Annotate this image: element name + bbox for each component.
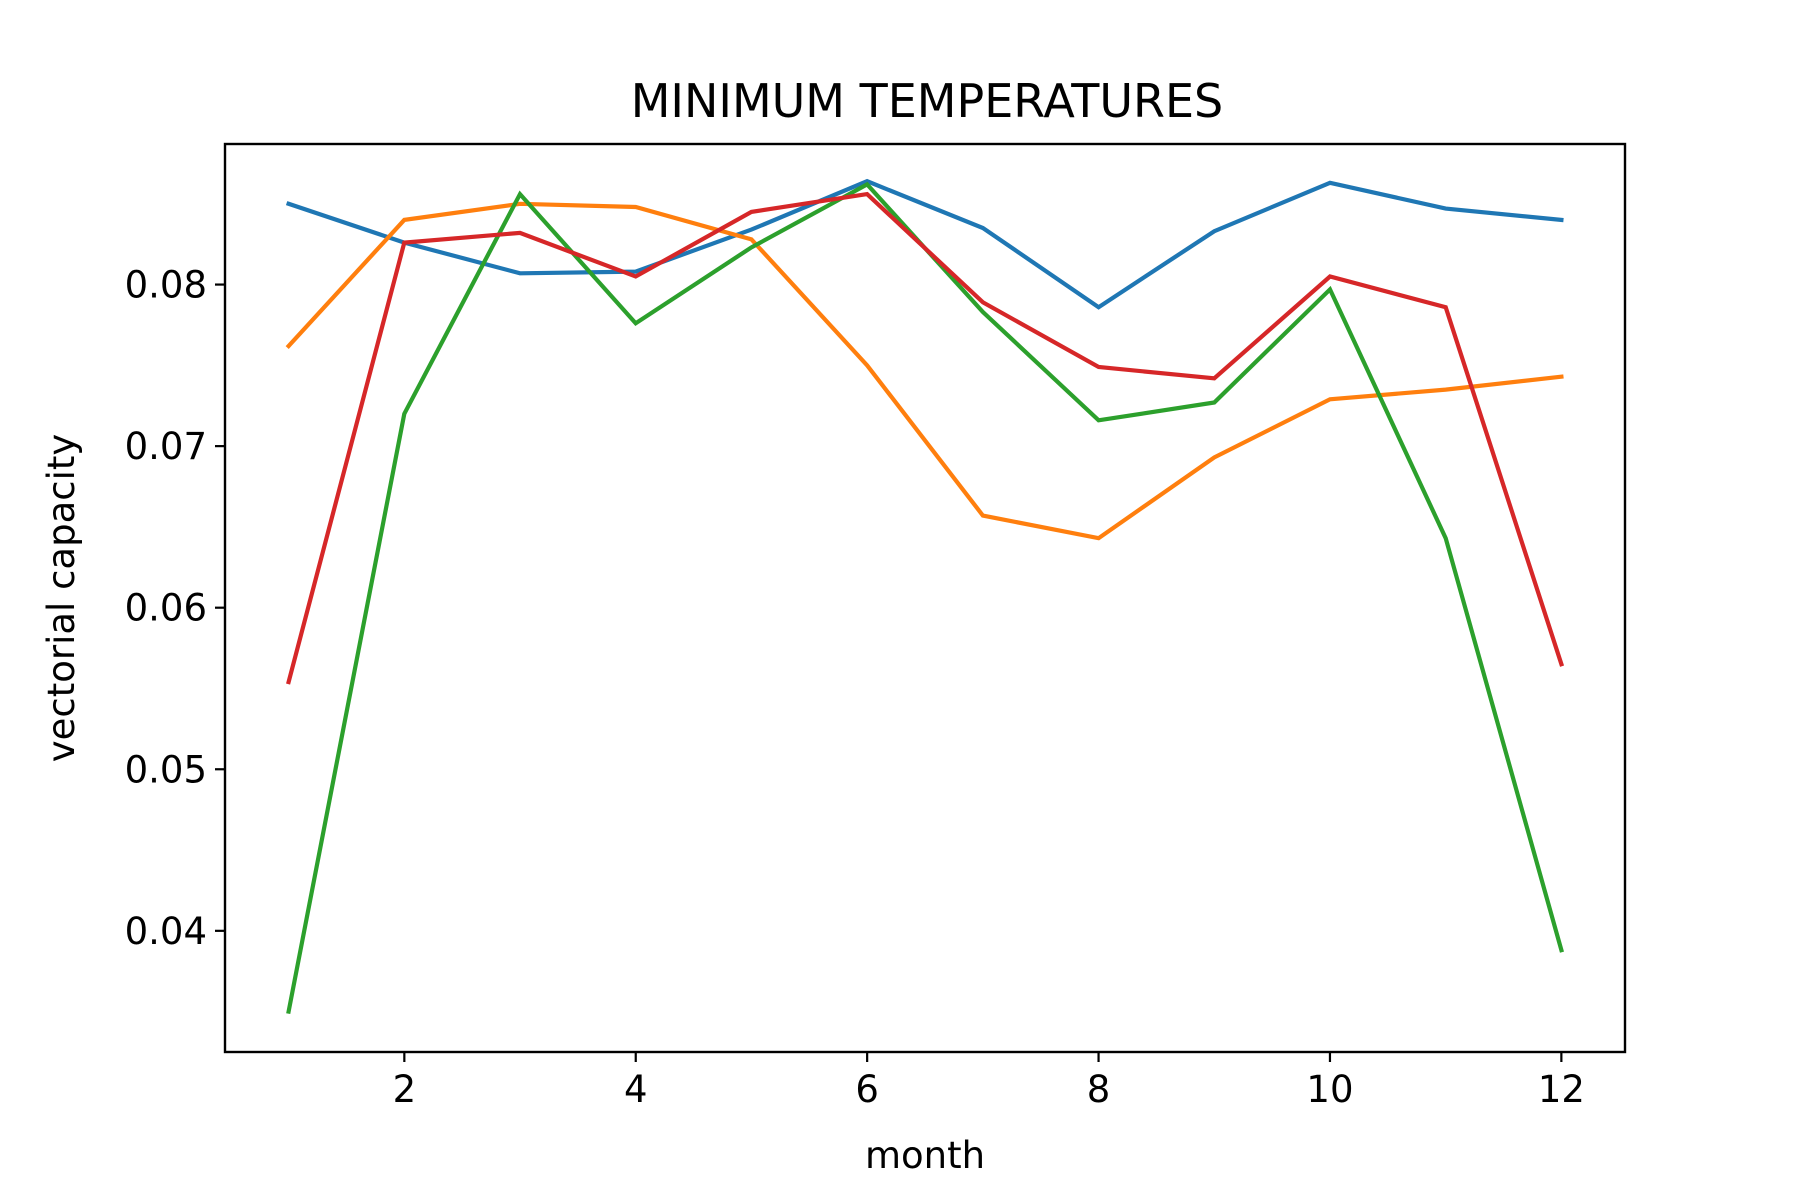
series-layer bbox=[285, 178, 1565, 1015]
x-tick-label: 10 bbox=[1306, 1068, 1353, 1111]
y-tick-label: 0.08 bbox=[125, 264, 207, 307]
x-axis-label: month bbox=[865, 1134, 985, 1177]
series-line-4 bbox=[286, 191, 1565, 685]
y-tick-label: 0.04 bbox=[125, 910, 207, 953]
plot-frame bbox=[223, 142, 1627, 1054]
y-tick-label: 0.06 bbox=[125, 587, 207, 630]
x-tick-label: 12 bbox=[1538, 1068, 1585, 1111]
x-tick-label: 2 bbox=[393, 1068, 417, 1111]
y-axis-label: vectorial capacity bbox=[40, 434, 83, 763]
x-tick-label: 4 bbox=[624, 1068, 648, 1111]
series-line-1 bbox=[285, 178, 1564, 310]
series-line-3 bbox=[286, 181, 1564, 1015]
chart-title: MINIMUM TEMPERATURES bbox=[631, 74, 1224, 128]
y-tick-label: 0.07 bbox=[125, 425, 207, 468]
x-axis: 2 4 6 8 10 12 bbox=[393, 1052, 1585, 1111]
x-tick-label: 8 bbox=[1087, 1068, 1111, 1111]
x-tick-label: 6 bbox=[855, 1068, 879, 1111]
y-axis: 0.04 0.05 0.06 0.07 0.08 bbox=[125, 264, 225, 953]
y-tick-label: 0.05 bbox=[125, 748, 207, 791]
series-line-2 bbox=[285, 201, 1564, 541]
